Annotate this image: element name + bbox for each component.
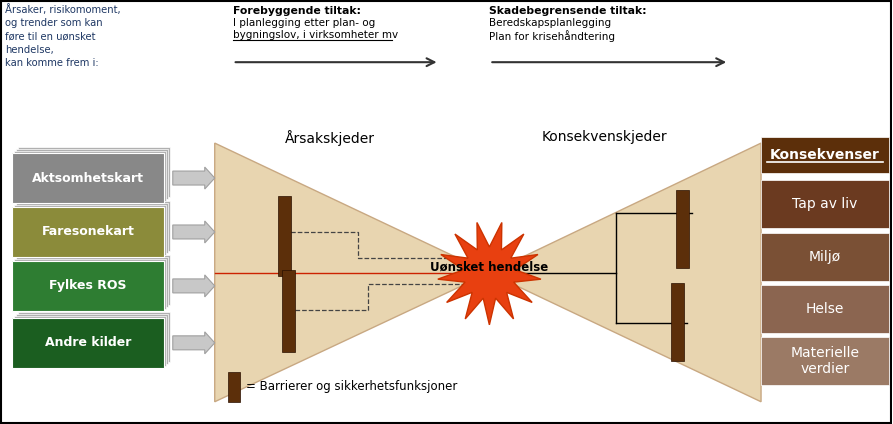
Text: Faresonekart: Faresonekart [41,226,134,238]
Bar [12,318,18,368]
Bar [228,372,239,402]
Text: Konsekvenser: Konsekvenser [770,148,880,162]
Bar [12,261,163,311]
Text: I planlegging etter plan- og
bygningslov, i virksomheter mv: I planlegging etter plan- og bygningslov… [233,18,398,40]
Text: Årsaker, risikomoment,
og trender som kan
føre til en uønsket
hendelse,
kan komm: Årsaker, risikomoment, og trender som ka… [5,4,121,68]
Text: Tap av liv: Tap av liv [792,197,857,211]
Bar [672,283,684,361]
Text: Årsakskjeder: Årsakskjeder [285,130,374,146]
Bar [16,257,168,307]
Text: Andre kilder: Andre kilder [45,336,131,349]
Polygon shape [438,223,541,325]
Bar [16,149,168,199]
Bar [278,196,290,276]
Text: Materielle
verdier: Materielle verdier [790,346,859,376]
Text: Skadebegrensende tiltak:: Skadebegrensende tiltak: [489,6,647,16]
Text: Miljø: Miljø [809,250,841,264]
Text: Helse: Helse [805,302,844,316]
Polygon shape [489,143,761,402]
Text: Fylkes ROS: Fylkes ROS [49,279,127,293]
Bar [761,285,889,333]
Bar [12,153,163,203]
Bar [12,207,18,257]
Bar [14,259,166,309]
Bar [761,180,889,228]
FancyArrow shape [172,332,214,354]
Text: Forebyggende tiltak:: Forebyggende tiltak: [233,6,361,16]
Bar [761,137,889,173]
Bar [12,261,18,311]
FancyArrow shape [172,221,214,243]
Bar [14,316,166,366]
Text: Beredskapsplanlegging
Plan for krisehåndtering: Beredskapsplanlegging Plan for krisehånd… [489,18,615,42]
Polygon shape [214,143,489,402]
Bar [18,255,170,305]
Bar [14,151,166,201]
Bar [12,207,163,257]
Bar [18,147,170,197]
Bar [18,201,170,251]
Bar [16,203,168,253]
Bar [16,314,168,364]
Bar [14,205,166,255]
Text: Uønsket hendelse: Uønsket hendelse [430,260,548,273]
Bar [12,153,18,203]
Bar [761,337,889,385]
FancyArrow shape [172,167,214,189]
Bar [18,312,170,362]
Text: = Barrierer og sikkerhetsfunksjoner: = Barrierer og sikkerhetsfunksjoner [246,380,457,393]
Text: Aktsomhetskart: Aktsomhetskart [32,172,144,184]
FancyArrow shape [172,275,214,297]
Bar [281,270,295,352]
Bar [12,318,163,368]
Bar [761,233,889,281]
Bar [676,190,689,268]
Text: Konsekvenskjeder: Konsekvenskjeder [541,130,667,144]
